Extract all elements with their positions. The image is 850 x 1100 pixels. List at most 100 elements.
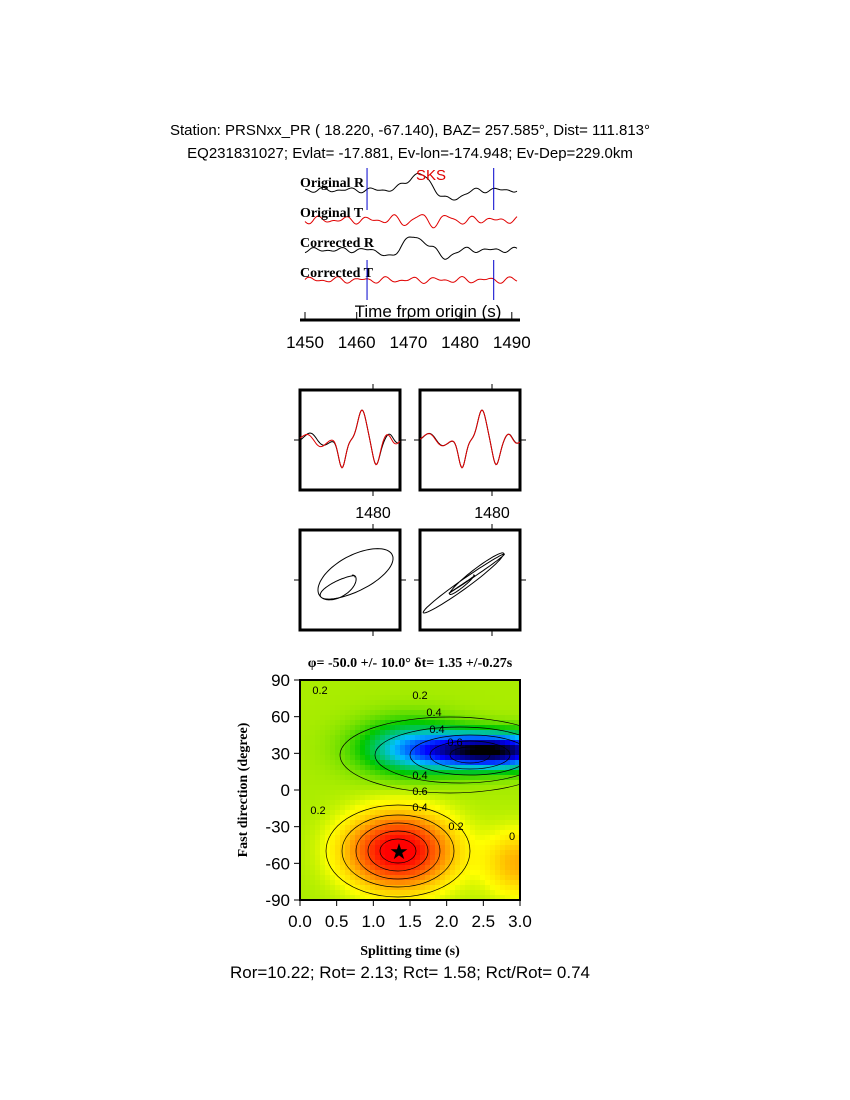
energy-cell bbox=[435, 870, 441, 876]
energy-cell bbox=[510, 755, 516, 761]
energy-cell bbox=[380, 750, 386, 756]
energy-cell bbox=[480, 735, 486, 741]
energy-cell bbox=[400, 785, 406, 791]
energy-cell bbox=[335, 830, 341, 836]
energy-cell bbox=[460, 740, 466, 746]
energy-cell bbox=[495, 805, 501, 811]
energy-cell bbox=[480, 830, 486, 836]
energy-cell bbox=[310, 815, 316, 821]
energy-cell bbox=[475, 695, 481, 701]
energy-cell bbox=[445, 870, 451, 876]
energy-cell bbox=[325, 740, 331, 746]
energy-cell bbox=[370, 865, 376, 871]
energy-cell bbox=[355, 750, 361, 756]
energy-cell bbox=[480, 680, 486, 686]
energy-cell bbox=[485, 845, 491, 851]
energy-contours bbox=[325, 716, 520, 898]
energy-cell bbox=[405, 795, 411, 801]
energy-cell bbox=[405, 725, 411, 731]
energy-cell bbox=[475, 845, 481, 851]
energy-cell bbox=[355, 895, 361, 900]
energy-cell bbox=[345, 815, 351, 821]
energy-cell bbox=[405, 740, 411, 746]
energy-cell bbox=[490, 765, 496, 771]
energy-cell bbox=[315, 860, 321, 866]
energy-cell bbox=[500, 710, 506, 716]
energy-cell bbox=[360, 790, 366, 796]
energy-cell bbox=[470, 800, 476, 806]
energy-cell bbox=[390, 760, 396, 766]
energy-cell bbox=[460, 855, 466, 861]
energy-cell bbox=[455, 740, 461, 746]
energy-cell bbox=[325, 855, 331, 861]
energy-cell bbox=[430, 755, 436, 761]
energy-cell bbox=[340, 775, 346, 781]
energy-cell bbox=[335, 875, 341, 881]
energy-cell bbox=[300, 690, 306, 696]
energy-cell bbox=[460, 710, 466, 716]
energy-cell bbox=[365, 715, 371, 721]
energy-cell bbox=[460, 870, 466, 876]
energy-cell bbox=[445, 895, 451, 900]
energy-cell bbox=[410, 695, 416, 701]
energy-cell bbox=[335, 680, 341, 686]
energy-cell bbox=[420, 715, 426, 721]
energy-cell bbox=[510, 855, 516, 861]
energy-cell bbox=[415, 805, 421, 811]
energy-cell bbox=[395, 800, 401, 806]
energy-cell bbox=[325, 750, 331, 756]
energy-cell bbox=[505, 795, 511, 801]
energy-cell bbox=[515, 785, 520, 791]
energy-cell bbox=[460, 810, 466, 816]
energy-cell bbox=[370, 855, 376, 861]
energy-cell bbox=[495, 855, 501, 861]
energy-cell bbox=[460, 845, 466, 851]
energy-cell bbox=[470, 680, 476, 686]
energy-cell bbox=[385, 835, 391, 841]
energy-cell bbox=[460, 755, 466, 761]
energy-cell bbox=[405, 785, 411, 791]
energy-cell bbox=[410, 720, 416, 726]
energy-cell bbox=[455, 870, 461, 876]
energy-cell bbox=[355, 695, 361, 701]
contour-label: 0.4 bbox=[426, 707, 441, 719]
energy-cell bbox=[345, 765, 351, 771]
energy-cell bbox=[470, 845, 476, 851]
energy-cell bbox=[385, 760, 391, 766]
energy-cell bbox=[510, 680, 516, 686]
energy-cell bbox=[500, 805, 506, 811]
energy-cell bbox=[410, 885, 416, 891]
energy-cell bbox=[420, 780, 426, 786]
energy-cell bbox=[480, 685, 486, 691]
energy-cell bbox=[395, 785, 401, 791]
energy-cell bbox=[410, 810, 416, 816]
energy-cell bbox=[350, 825, 356, 831]
energy-cell bbox=[465, 830, 471, 836]
energy-cell bbox=[515, 825, 520, 831]
energy-cell bbox=[340, 870, 346, 876]
energy-cell bbox=[495, 745, 501, 751]
energy-cell bbox=[330, 845, 336, 851]
energy-cell bbox=[330, 785, 336, 791]
energy-cell bbox=[330, 810, 336, 816]
energy-cell bbox=[370, 715, 376, 721]
energy-cell bbox=[380, 825, 386, 831]
energy-cell bbox=[305, 830, 311, 836]
energy-cell bbox=[390, 895, 396, 900]
energy-cell bbox=[360, 715, 366, 721]
energy-cell bbox=[400, 685, 406, 691]
contour-label: 0.4 bbox=[429, 724, 444, 736]
energy-cell bbox=[345, 760, 351, 766]
energy-cell bbox=[465, 820, 471, 826]
energy-cell bbox=[330, 805, 336, 811]
energy-cell bbox=[505, 860, 511, 866]
energy-cell bbox=[485, 790, 491, 796]
energy-cell bbox=[465, 755, 471, 761]
energy-cell bbox=[350, 750, 356, 756]
energy-cell bbox=[505, 685, 511, 691]
energy-cell bbox=[445, 765, 451, 771]
energy-cell bbox=[400, 680, 406, 686]
energy-cell bbox=[425, 865, 431, 871]
energy-cell bbox=[375, 810, 381, 816]
energy-cell bbox=[335, 695, 341, 701]
